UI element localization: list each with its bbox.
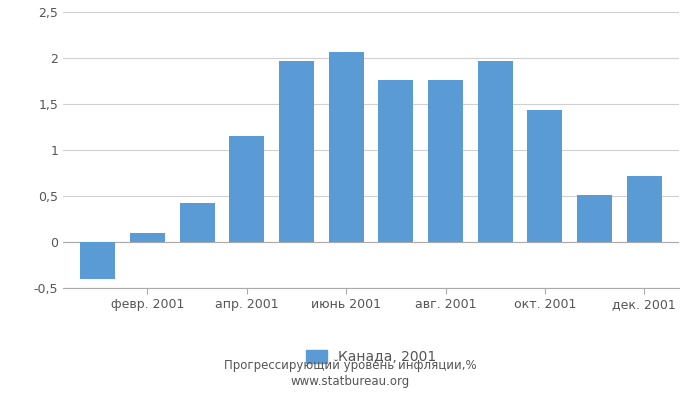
Bar bbox=[478, 61, 512, 242]
Bar bbox=[279, 61, 314, 242]
Legend: Канада, 2001: Канада, 2001 bbox=[300, 345, 442, 370]
Bar bbox=[230, 136, 264, 242]
Bar bbox=[428, 80, 463, 242]
Bar bbox=[329, 52, 363, 242]
Bar bbox=[528, 110, 562, 242]
Bar bbox=[379, 80, 413, 242]
Text: Прогрессирующий уровень инфляции,%: Прогрессирующий уровень инфляции,% bbox=[224, 360, 476, 372]
Bar bbox=[130, 233, 164, 242]
Bar bbox=[180, 203, 214, 242]
Text: www.statbureau.org: www.statbureau.org bbox=[290, 376, 410, 388]
Bar bbox=[80, 242, 116, 279]
Bar bbox=[626, 176, 662, 242]
Bar bbox=[578, 195, 612, 242]
